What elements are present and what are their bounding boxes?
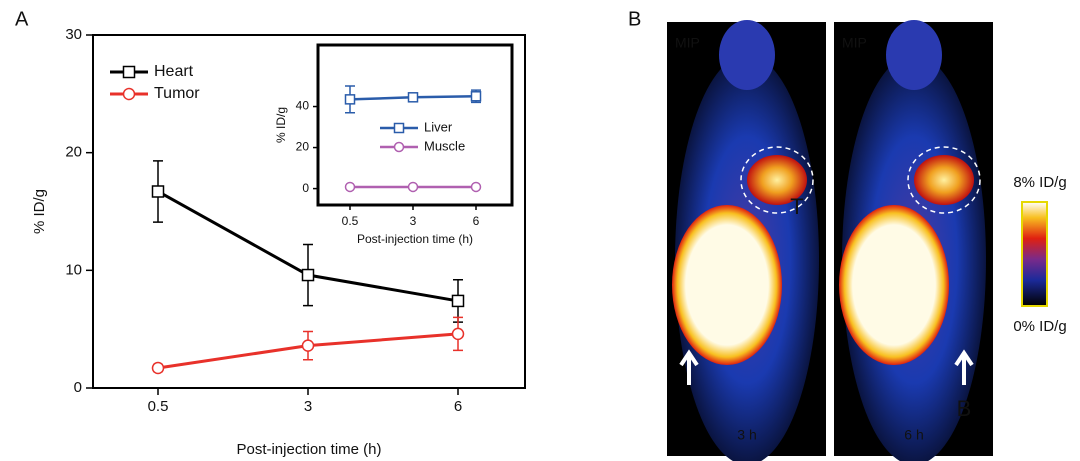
point bbox=[407, 92, 419, 103]
image-tag: MIP bbox=[842, 35, 867, 51]
y-tick-label: 0 bbox=[74, 379, 82, 396]
tumor bbox=[914, 155, 974, 205]
point bbox=[301, 339, 315, 352]
colorbar-max: 8% ID/g bbox=[1013, 174, 1066, 191]
mouse-head bbox=[886, 20, 942, 90]
y-tick-label: 20 bbox=[65, 144, 82, 161]
y-tick-label: 10 bbox=[65, 261, 82, 278]
legend-label: Heart bbox=[154, 63, 194, 80]
y-axis-label: % ID/g bbox=[31, 189, 48, 234]
y-tick-label: 30 bbox=[65, 26, 82, 43]
x-tick-label: 6 bbox=[473, 214, 480, 228]
liver bbox=[672, 205, 782, 365]
tumor-outline bbox=[907, 146, 981, 214]
image-tag: MIP bbox=[675, 35, 700, 51]
colorbar bbox=[1021, 201, 1048, 307]
legend-label: Muscle bbox=[424, 138, 465, 153]
liver bbox=[839, 205, 949, 365]
point bbox=[470, 91, 482, 102]
x-axis-label: Post-injection time (h) bbox=[357, 232, 473, 246]
legend-label: Tumor bbox=[154, 85, 200, 102]
y-tick-label: 40 bbox=[296, 99, 310, 113]
point bbox=[344, 181, 356, 193]
point bbox=[151, 185, 165, 198]
legend-label: Liver bbox=[424, 119, 453, 134]
mouse-head bbox=[719, 20, 775, 90]
point bbox=[344, 94, 356, 105]
x-tick-label: 0.5 bbox=[342, 214, 359, 228]
point bbox=[301, 268, 315, 282]
image-marker: B bbox=[957, 396, 972, 421]
point bbox=[407, 181, 419, 193]
point bbox=[122, 87, 136, 101]
point bbox=[151, 361, 165, 375]
point bbox=[451, 294, 465, 308]
tumor bbox=[747, 155, 807, 205]
plot-frame bbox=[316, 43, 514, 207]
panel-label: B bbox=[628, 8, 641, 30]
y-tick-label: 20 bbox=[296, 140, 310, 154]
x-axis-label: Post-injection time (h) bbox=[236, 441, 381, 458]
panel-label: A bbox=[15, 8, 29, 30]
point bbox=[470, 181, 482, 193]
y-axis-label: % ID/g bbox=[274, 107, 288, 143]
image-marker: T bbox=[790, 194, 803, 219]
point bbox=[122, 65, 136, 79]
x-tick-label: 3 bbox=[304, 398, 312, 415]
x-tick-label: 3 bbox=[410, 214, 417, 228]
image-time: 6 h bbox=[904, 427, 923, 443]
tumor-outline bbox=[740, 146, 814, 214]
y-tick-label: 0 bbox=[302, 181, 309, 195]
x-tick-label: 0.5 bbox=[148, 398, 169, 415]
point bbox=[393, 141, 405, 153]
colorbar-min: 0% ID/g bbox=[1013, 318, 1066, 335]
arrow bbox=[679, 349, 699, 385]
arrow bbox=[954, 349, 974, 385]
x-tick-label: 6 bbox=[454, 398, 462, 415]
point bbox=[451, 327, 465, 341]
point bbox=[393, 122, 405, 134]
image-time: 3 h bbox=[737, 427, 756, 443]
